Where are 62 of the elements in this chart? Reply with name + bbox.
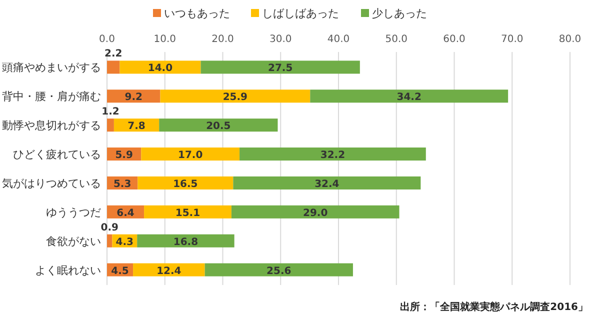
bar [133, 263, 205, 276]
data-label: 4.3 [116, 236, 134, 248]
data-label: 6.4 [116, 208, 134, 219]
legend-label: いつもあった [164, 7, 230, 20]
x-tick-label: 30.0 [269, 34, 292, 45]
bar [138, 176, 234, 190]
x-tick-label: 50.0 [385, 34, 408, 45]
x-tick-label: 20.0 [212, 34, 234, 45]
data-label: 14.0 [148, 63, 173, 74]
bar [120, 60, 201, 74]
legend-label: しばしばあった [262, 7, 339, 20]
y-tick-label: 気がはりつめている [2, 176, 101, 190]
data-label: 32.2 [320, 150, 346, 162]
x-tick-label: 10.0 [154, 34, 176, 45]
bar [159, 118, 278, 132]
data-label: 17.0 [178, 150, 203, 162]
data-label: 12.4 [156, 266, 182, 277]
data-label: 32.4 [314, 178, 340, 190]
y-tick-label: 動悸や息切れがする [2, 119, 101, 132]
data-label: 16.8 [173, 236, 198, 248]
data-label: 4.5 [111, 266, 129, 277]
bar [240, 148, 426, 161]
y-tick-label: 食欲がない [46, 234, 101, 248]
bar [200, 60, 360, 74]
data-label: 29.0 [303, 208, 328, 219]
data-label: 0.9 [100, 222, 118, 234]
x-tick-label: 0.0 [99, 34, 115, 45]
data-label: 25.9 [222, 92, 248, 104]
data-label: 2.2 [104, 48, 122, 60]
data-label: 9.2 [124, 92, 143, 104]
bar [137, 234, 234, 248]
bar [204, 263, 353, 276]
y-tick-label: よく眠れない [35, 264, 101, 277]
y-tick-label: 頭痛やめまいがする [2, 61, 101, 74]
bar [107, 60, 120, 74]
data-label: 15.1 [175, 208, 200, 219]
x-tick-label: 70.0 [500, 34, 524, 45]
y-tick-label: 背中・腰・肩が痛む [2, 90, 101, 104]
x-tick-label: 60.0 [443, 34, 466, 45]
bar [141, 148, 240, 161]
y-tick-label: ゆううつだ [46, 206, 101, 219]
bar [107, 118, 114, 132]
data-label: 25.6 [266, 266, 292, 277]
bar [310, 90, 508, 103]
bar [107, 234, 112, 248]
data-label: 20.5 [206, 121, 231, 132]
data-label: 1.2 [102, 106, 120, 118]
data-label: 16.5 [173, 178, 198, 190]
data-label: 5.9 [115, 150, 133, 162]
text: 出所：「全国就業実態パネル調査2016」 [400, 301, 588, 313]
bar [160, 90, 310, 103]
x-tick-label: 40.0 [327, 34, 350, 45]
data-label: 27.5 [268, 63, 293, 74]
bar [231, 205, 400, 218]
y-tick-label: ひどく疲れている [13, 148, 101, 162]
data-label: 34.2 [396, 92, 422, 104]
x-tick-label: 80.0 [558, 34, 582, 45]
legend-label: 少しあった [372, 7, 427, 20]
bar [233, 176, 421, 190]
data-label: 7.8 [128, 121, 146, 132]
bar [144, 205, 232, 218]
data-label: 5.3 [113, 178, 132, 190]
